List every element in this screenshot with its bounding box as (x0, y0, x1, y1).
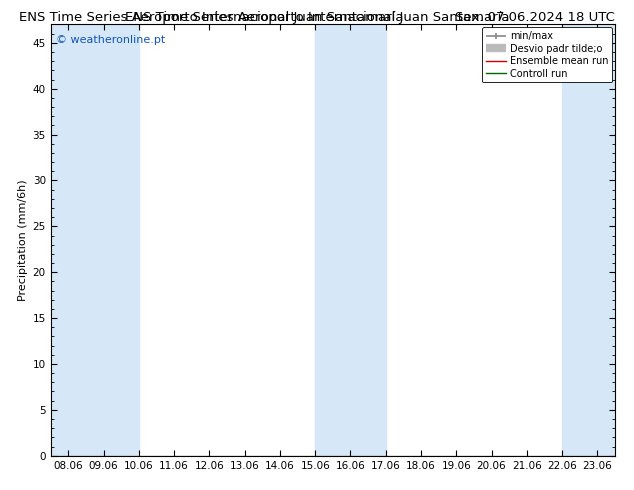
Y-axis label: Precipitation (mm/6h): Precipitation (mm/6h) (18, 179, 29, 301)
Text: ENS Time Series Aeroporto Internacional Juan Santamaría: ENS Time Series Aeroporto Internacional … (19, 11, 403, 24)
Bar (315, 24, 385, 456)
Legend: min/max, Desvio padr tilde;o, Ensemble mean run, Controll run: min/max, Desvio padr tilde;o, Ensemble m… (482, 27, 612, 82)
Text: © weatheronline.pt: © weatheronline.pt (56, 35, 165, 45)
Bar (103, 24, 139, 456)
Bar (562, 24, 615, 456)
Bar (51, 24, 103, 456)
Text: ENS Time Series Aeroporto Internacional Juan Santamaría: ENS Time Series Aeroporto Internacional … (125, 11, 509, 24)
Text: Sex. 07.06.2024 18 UTC: Sex. 07.06.2024 18 UTC (455, 11, 615, 24)
